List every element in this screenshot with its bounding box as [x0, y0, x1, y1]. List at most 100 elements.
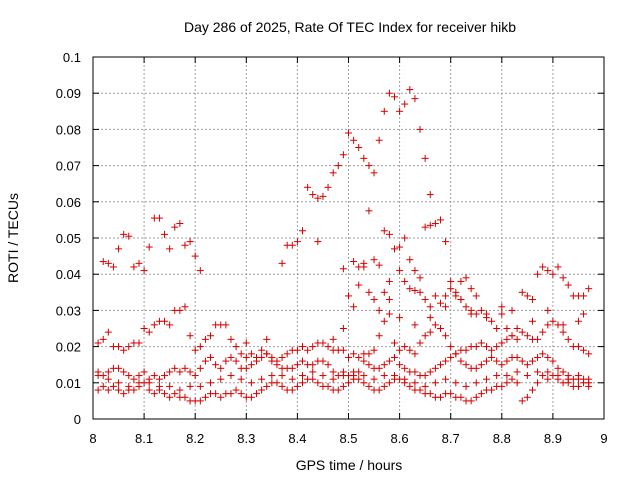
data-point	[447, 343, 455, 351]
data-point	[319, 192, 327, 200]
data-point	[150, 372, 158, 380]
data-point	[421, 223, 429, 231]
data-point	[186, 332, 194, 340]
data-point	[242, 339, 250, 347]
data-point	[299, 372, 307, 380]
data-point	[421, 372, 429, 380]
data-point	[472, 364, 480, 372]
data-point	[309, 361, 317, 369]
data-point	[299, 343, 307, 351]
data-point	[493, 372, 501, 380]
data-point	[304, 346, 312, 354]
data-point	[355, 353, 363, 361]
data-point	[482, 357, 490, 365]
data-point	[585, 382, 593, 390]
data-point	[462, 382, 470, 390]
data-point	[339, 265, 347, 273]
data-point	[288, 364, 296, 372]
data-point	[559, 321, 567, 329]
data-point	[115, 386, 123, 394]
data-point	[539, 350, 547, 358]
data-point	[411, 368, 419, 376]
data-point	[319, 372, 327, 380]
data-point	[350, 136, 358, 144]
data-point	[513, 335, 521, 343]
data-point	[161, 390, 169, 398]
data-point	[355, 281, 363, 289]
data-point	[426, 314, 434, 322]
data-point	[171, 390, 179, 398]
data-point	[232, 386, 240, 394]
data-point	[534, 379, 542, 387]
x-tick-label: 8.1	[135, 431, 153, 446]
data-point	[237, 375, 245, 383]
data-point	[549, 317, 557, 325]
data-point	[196, 364, 204, 372]
data-point	[426, 303, 434, 311]
data-point	[503, 335, 511, 343]
data-point	[217, 393, 225, 401]
data-points	[94, 86, 593, 405]
data-point	[513, 325, 521, 332]
data-point	[574, 382, 582, 390]
data-point	[135, 339, 143, 347]
data-point	[339, 325, 347, 332]
data-point	[268, 372, 276, 380]
x-tick-label: 8.5	[339, 431, 357, 446]
data-point	[339, 382, 347, 390]
data-point	[329, 169, 337, 177]
data-point	[518, 397, 526, 405]
x-tick-label: 8	[89, 431, 96, 446]
data-point	[477, 390, 485, 398]
data-point	[166, 382, 174, 390]
data-point	[145, 379, 153, 387]
data-point	[140, 368, 148, 376]
data-point	[196, 397, 204, 405]
data-point	[426, 191, 434, 199]
data-point	[186, 382, 194, 390]
data-point	[385, 310, 393, 318]
data-point	[401, 343, 409, 351]
data-point	[498, 303, 506, 311]
data-point	[293, 361, 301, 369]
data-point	[498, 310, 506, 318]
data-point	[232, 357, 240, 365]
data-point	[355, 144, 363, 151]
data-point	[273, 361, 281, 369]
data-point	[370, 375, 378, 383]
data-point	[319, 357, 327, 365]
data-point	[585, 350, 593, 358]
data-point	[263, 382, 271, 390]
data-point	[385, 230, 393, 238]
data-point	[416, 125, 424, 133]
data-point	[426, 328, 434, 336]
data-point	[207, 379, 215, 387]
data-point	[396, 314, 404, 322]
data-point	[227, 390, 235, 398]
data-point	[457, 277, 465, 285]
data-point	[380, 107, 388, 115]
data-point	[130, 263, 138, 271]
data-point	[385, 277, 393, 285]
data-point	[268, 357, 276, 365]
data-point	[309, 191, 317, 199]
data-point	[339, 372, 347, 380]
data-point	[401, 234, 409, 242]
data-point	[554, 364, 562, 372]
data-point	[493, 325, 501, 332]
data-point	[580, 379, 588, 387]
data-point	[380, 361, 388, 369]
data-point	[482, 375, 490, 383]
data-point	[442, 292, 450, 300]
data-point	[191, 372, 199, 380]
data-point	[278, 353, 286, 361]
y-tick-label: 0.06	[56, 195, 81, 210]
y-tick-label: 0	[74, 412, 81, 427]
data-point	[365, 361, 373, 369]
data-point	[186, 238, 194, 246]
data-point	[166, 245, 174, 253]
data-point	[539, 372, 547, 380]
data-point	[416, 386, 424, 394]
data-point	[472, 393, 480, 401]
data-point	[166, 368, 174, 376]
